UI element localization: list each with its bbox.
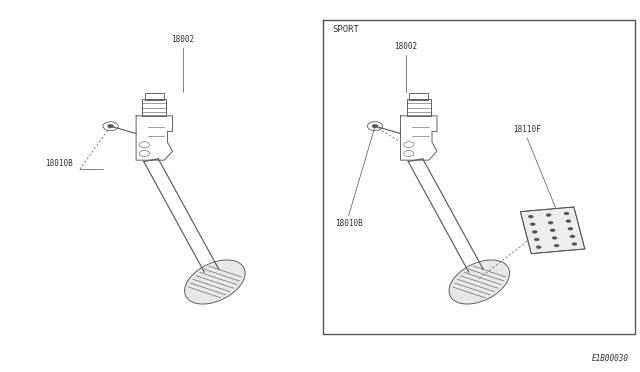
Circle shape [554,244,559,247]
Bar [142,99,166,116]
Circle shape [530,223,535,226]
Text: E1B00030: E1B00030 [592,354,629,363]
Circle shape [536,246,541,248]
Circle shape [372,124,378,128]
Text: 18010B: 18010B [45,158,72,167]
Text: 18110F: 18110F [513,125,541,134]
Polygon shape [520,207,585,254]
Circle shape [572,243,577,246]
Circle shape [548,221,553,224]
Circle shape [534,238,540,241]
Text: 18002: 18002 [394,42,417,51]
Circle shape [528,215,533,218]
Text: SPORT: SPORT [333,25,360,34]
Circle shape [570,235,575,238]
Bar [409,93,428,100]
Circle shape [568,227,573,230]
Bar [406,99,431,116]
Text: 18002: 18002 [172,35,195,44]
Bar [145,93,164,100]
Polygon shape [184,260,245,304]
Circle shape [552,237,557,240]
Circle shape [532,230,538,233]
Circle shape [550,229,555,232]
Circle shape [564,212,569,215]
Circle shape [546,214,551,217]
Circle shape [566,219,571,222]
Polygon shape [449,260,509,304]
Text: 18010B: 18010B [335,219,362,228]
Circle shape [108,124,114,128]
